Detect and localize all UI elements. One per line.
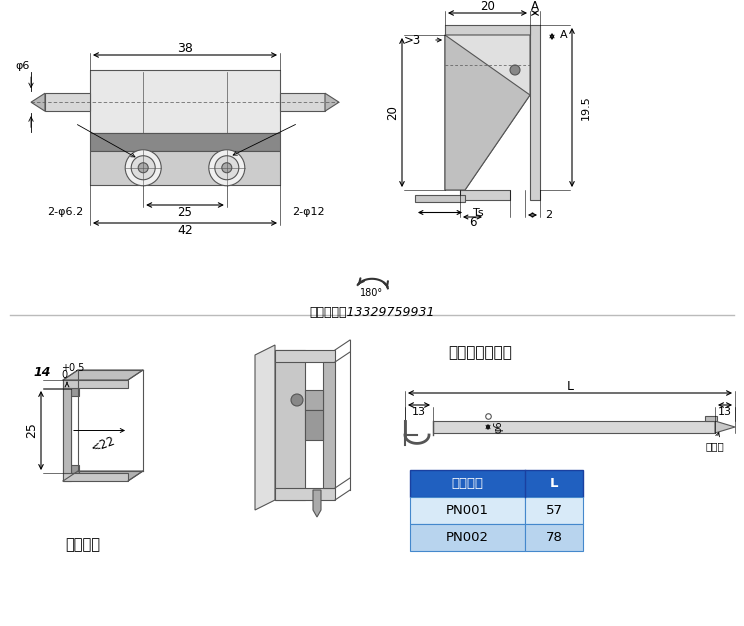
Text: φ6: φ6 — [16, 61, 31, 71]
Text: 25: 25 — [25, 423, 39, 438]
Text: 2: 2 — [545, 210, 552, 220]
Text: 25: 25 — [178, 205, 193, 218]
Circle shape — [131, 156, 155, 180]
Bar — [460, 190, 510, 200]
Text: 57: 57 — [545, 504, 562, 517]
Text: 78: 78 — [545, 531, 562, 544]
Bar — [275, 350, 335, 362]
Circle shape — [291, 394, 303, 406]
Bar — [280, 93, 325, 111]
Polygon shape — [445, 35, 530, 190]
Polygon shape — [63, 380, 71, 481]
Circle shape — [510, 65, 520, 75]
Bar — [410, 524, 525, 551]
Text: PN001: PN001 — [446, 504, 489, 517]
Polygon shape — [313, 490, 321, 517]
Text: 2-φ12: 2-φ12 — [292, 207, 324, 217]
Text: 门板开孔: 门板开孔 — [65, 538, 100, 553]
Text: 2-φ6.2: 2-φ6.2 — [47, 207, 83, 217]
Bar — [525, 524, 583, 551]
Bar — [445, 25, 530, 35]
Bar — [275, 488, 335, 500]
Text: 尼龙销（选配）: 尼龙销（选配） — [448, 346, 512, 361]
Bar — [705, 416, 717, 421]
Text: PN002: PN002 — [446, 531, 489, 544]
Text: +0.5: +0.5 — [61, 363, 84, 373]
Bar — [410, 497, 525, 524]
Text: 42: 42 — [177, 223, 193, 237]
Text: A: A — [560, 30, 568, 40]
Bar — [71, 465, 79, 473]
Text: φ6: φ6 — [493, 421, 503, 433]
Bar — [305, 410, 323, 440]
Text: 6: 6 — [469, 215, 477, 228]
Polygon shape — [31, 93, 45, 111]
Text: 店主手机：13329759931: 店主手机：13329759931 — [310, 305, 434, 319]
Text: 14: 14 — [33, 366, 51, 379]
Text: Ts: Ts — [473, 207, 484, 217]
Text: 零件编号: 零件编号 — [452, 477, 484, 490]
Circle shape — [222, 163, 232, 173]
Bar — [63, 473, 128, 481]
Text: 19.5: 19.5 — [581, 95, 591, 120]
Bar — [90, 133, 280, 150]
Polygon shape — [63, 370, 143, 380]
Text: 13: 13 — [718, 407, 732, 417]
Bar — [71, 388, 79, 396]
Text: 防脱扣: 防脱扣 — [705, 433, 724, 451]
Text: 180°: 180° — [360, 288, 384, 298]
Bar — [525, 497, 583, 524]
Bar — [45, 93, 90, 111]
Bar — [90, 70, 280, 133]
Text: >3: >3 — [403, 34, 420, 46]
Text: A: A — [531, 0, 539, 13]
Polygon shape — [325, 93, 339, 111]
Circle shape — [209, 150, 245, 186]
Polygon shape — [445, 35, 530, 190]
Text: 0: 0 — [61, 370, 67, 380]
Bar — [63, 388, 71, 473]
Circle shape — [215, 156, 239, 180]
Text: 20: 20 — [480, 0, 495, 13]
Bar — [90, 150, 280, 185]
Polygon shape — [63, 471, 143, 481]
Text: 38: 38 — [177, 41, 193, 54]
Bar — [323, 362, 335, 488]
Text: <22: <22 — [89, 434, 118, 455]
Text: 13: 13 — [412, 407, 426, 417]
Text: L: L — [550, 477, 558, 490]
Bar — [63, 380, 128, 388]
Bar — [530, 25, 540, 200]
Polygon shape — [255, 345, 275, 510]
Polygon shape — [275, 350, 305, 500]
Circle shape — [138, 163, 148, 173]
Text: L: L — [566, 379, 574, 393]
Bar — [433, 421, 715, 433]
Bar — [410, 470, 583, 497]
Bar — [415, 195, 465, 202]
Circle shape — [125, 150, 161, 186]
Text: 20: 20 — [386, 105, 400, 120]
Polygon shape — [715, 421, 735, 433]
Bar — [305, 390, 323, 410]
